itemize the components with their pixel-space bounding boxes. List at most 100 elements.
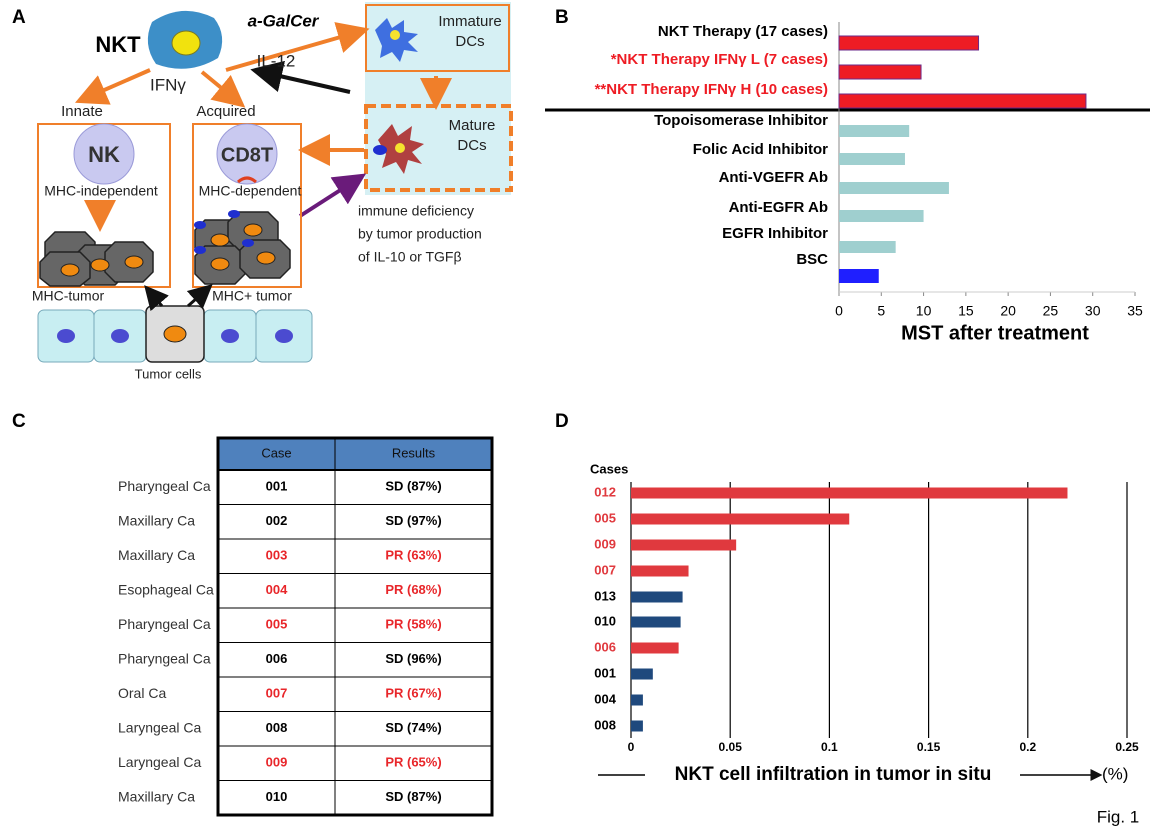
cell-label: NKT (95, 32, 141, 57)
bar (631, 616, 681, 628)
immunity-label: Innate (61, 103, 103, 120)
dc-receptor (373, 145, 387, 155)
x-tick-label: 0.25 (1115, 740, 1139, 754)
row-label: Maxillary Ca (118, 512, 195, 528)
arrow (250, 60, 351, 94)
tumor-label: MHC-tumor (32, 288, 105, 304)
arrow (144, 285, 169, 312)
y-tick-label: NKT Therapy (17 cases) (658, 23, 828, 40)
x-axis-title: NKT cell infiltration in tumor in situ (675, 764, 992, 785)
dc-label: Immature (438, 13, 501, 30)
bar (838, 64, 922, 80)
y-tick-label: 013 (594, 588, 616, 603)
x-tick-label: 30 (1085, 303, 1101, 319)
immature-dc (375, 18, 418, 62)
bar (839, 153, 905, 165)
x-tick-label: 0.1 (821, 740, 838, 754)
y-axis-title: Cases (590, 461, 628, 476)
x-tick-label: 0 (835, 303, 843, 319)
x-axis-title: MST after treatment (901, 322, 1089, 344)
y-tick-label: 012 (594, 484, 616, 499)
note-line: by tumor production (358, 226, 482, 242)
receptor (237, 176, 257, 184)
x-tick-label: 10 (916, 303, 932, 319)
dc-nucleus (390, 30, 400, 40)
note-line: of IL-10 or TGFβ (358, 249, 462, 265)
row-label: Laryngeal Ca (118, 754, 201, 770)
arrow (186, 284, 213, 309)
mhc-markers (194, 210, 254, 254)
table-cell: SD (74%) (385, 720, 441, 735)
table-border (216, 436, 494, 817)
x-tick-label: 20 (1000, 303, 1016, 319)
bar (838, 93, 1087, 109)
table-header (218, 438, 492, 470)
table-cell: 007 (266, 686, 288, 701)
mhc-label: MHC-independent (44, 183, 158, 199)
table-cell: SD (87%) (385, 789, 441, 804)
table-cell: 002 (266, 513, 288, 528)
tumor-strip-nuclei (57, 329, 293, 343)
y-tick-label: Anti-EGFR Ab (729, 199, 828, 216)
bar (631, 539, 737, 551)
x-tick-label: 15 (958, 303, 974, 319)
row-label: Maxillary Ca (118, 788, 195, 804)
row-label: Oral Ca (118, 685, 166, 701)
y-tick-label: 009 (594, 536, 616, 551)
bar (631, 642, 679, 654)
header-cell: Results (392, 445, 436, 460)
x-tick-label: 35 (1127, 303, 1143, 319)
cytokine-label: IFNγ (150, 75, 186, 94)
bar (631, 720, 643, 732)
figure-label: Fig. 1 (1097, 807, 1140, 826)
immunity-label: Acquired (196, 103, 255, 120)
bar (631, 513, 850, 525)
table-cell: 001 (266, 479, 288, 494)
table-cell: PR (65%) (385, 755, 441, 770)
y-tick-label: *NKT Therapy IFNγ L (7 cases) (611, 51, 828, 68)
x-axis-unit: (%) (1102, 764, 1128, 783)
table-cell: PR (68%) (385, 582, 441, 597)
x-tick-label: 0 (628, 740, 635, 754)
y-tick-label: 004 (594, 691, 616, 706)
table-cell: 010 (266, 789, 288, 804)
dc-label: DCs (457, 137, 486, 154)
cytokine-label: IL-12 (257, 51, 296, 70)
nkt-nucleus (171, 30, 201, 56)
row-label: Pharyngeal Ca (118, 616, 211, 632)
bar (838, 35, 980, 51)
table-cell: SD (87%) (385, 479, 441, 494)
y-tick-label: Topoisomerase Inhibitor (654, 112, 828, 129)
panel-label: A (12, 7, 26, 28)
tumor-nucleus (163, 325, 187, 343)
row-label: Esophageal Ca (118, 581, 214, 597)
table-cell: SD (97%) (385, 513, 441, 528)
bar (839, 125, 910, 137)
bar (839, 182, 949, 194)
y-tick-label: EGFR Inhibitor (722, 225, 828, 242)
bar (839, 269, 879, 283)
nk-cell (73, 123, 135, 185)
note-line: immune deficiency (358, 203, 474, 219)
y-tick-label: 006 (594, 639, 616, 654)
bar (631, 668, 653, 680)
molecule-label: a-GalCer (248, 11, 320, 30)
table-cell: SD (96%) (385, 651, 441, 666)
row-label: Maxillary Ca (118, 547, 195, 563)
y-tick-label: BSC (796, 251, 828, 268)
table-cell: PR (63%) (385, 548, 441, 563)
y-tick-label: Folic Acid Inhibitor (693, 141, 828, 158)
panel-label: D (555, 411, 569, 432)
mhc-label: MHC-dependent (199, 183, 302, 199)
y-tick-label: 008 (594, 717, 616, 732)
y-tick-label: 007 (594, 562, 616, 577)
arrow (200, 70, 246, 108)
bar (631, 565, 689, 577)
bar (839, 210, 924, 222)
panel-label: B (555, 7, 569, 28)
x-tick-label: 0.15 (917, 740, 941, 754)
table-cell: PR (58%) (385, 617, 441, 632)
tumor-label: Tumor cells (135, 366, 202, 381)
diagram-shapes (37, 2, 1150, 363)
